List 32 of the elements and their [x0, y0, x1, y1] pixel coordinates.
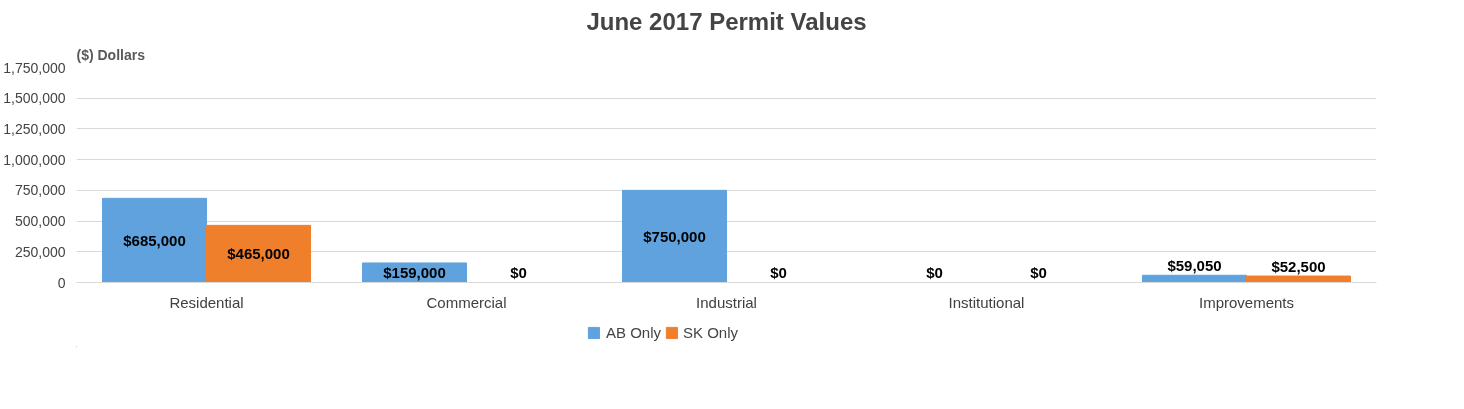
y-axis-title: ($) Dollars [76, 46, 146, 63]
data-label: $465,000 [227, 245, 290, 263]
data-label: $0 [770, 264, 787, 281]
y-tick-label: 1,750,000 [3, 59, 66, 76]
x-tick-label: Institutional [948, 293, 1025, 311]
x-tick-label: Commercial [426, 293, 507, 311]
x-tick-label: Industrial [696, 293, 757, 311]
chart-title: June 2017 Permit Values [586, 7, 867, 35]
y-tick-label: 0 [57, 274, 66, 291]
data-label: $750,000 [643, 227, 706, 245]
bar [1246, 275, 1351, 283]
data-label: $0 [510, 264, 527, 281]
y-tick-label: 1,500,000 [3, 90, 66, 107]
data-label: $0 [926, 264, 943, 281]
bar [1142, 274, 1247, 283]
bar [622, 189, 727, 283]
bar [206, 224, 311, 283]
data-label: $59,050 [1167, 256, 1222, 274]
x-tick-label: Residential [169, 293, 244, 311]
y-tick-label: 1,250,000 [3, 120, 66, 137]
x-tick-label: Improvements [1198, 293, 1295, 311]
y-tick-label: 250,000 [14, 243, 66, 260]
data-label: $52,500 [1271, 257, 1326, 275]
legend-label: SK Only [682, 323, 739, 341]
legend-label: AB Only [605, 323, 661, 341]
bar [102, 197, 207, 283]
data-label: $685,000 [123, 231, 186, 249]
y-tick-label: 750,000 [14, 182, 66, 199]
y-tick-label: 1,000,000 [3, 151, 66, 168]
y-tick-label: 500,000 [14, 213, 66, 230]
data-label: $0 [1030, 264, 1047, 281]
data-label: $159,000 [383, 264, 446, 282]
